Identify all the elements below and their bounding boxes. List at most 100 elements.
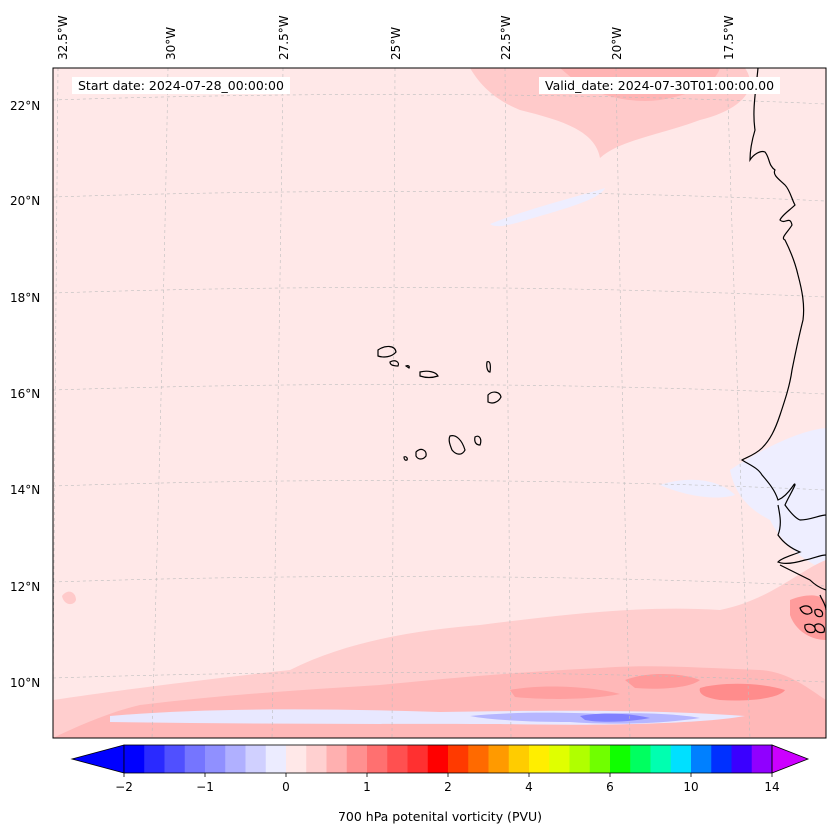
parallel-20n	[52, 191, 827, 202]
graticule	[52, 67, 827, 739]
colorbar-under-arrow	[70, 744, 125, 774]
pv-patch-south-strong3	[510, 686, 620, 699]
pv-patch-south-strong	[699, 683, 785, 701]
colorbar-swatch	[407, 745, 429, 773]
island-santiago	[448, 435, 466, 455]
meridian-25w	[391, 67, 396, 739]
colorbar-swatch	[346, 745, 368, 773]
meridian-30w	[151, 67, 169, 739]
lat-label-12n: 12°N	[10, 580, 41, 594]
colorbar-swatch	[508, 745, 530, 773]
colorbar-swatch	[306, 745, 327, 773]
lat-label-16n: 16°N	[10, 387, 41, 401]
pv-patch-neg-20n	[490, 188, 605, 227]
meridian-27-5w	[271, 67, 284, 739]
parallel-10n	[52, 672, 827, 683]
colorbar-swatch	[387, 745, 408, 773]
lat-label-10n: 10°N	[10, 676, 41, 690]
colorbar-tick-label: −2	[115, 780, 133, 794]
island-sao-nicolau	[419, 370, 439, 379]
pv-patch-coast-red	[790, 595, 826, 640]
lat-label-20n: 20°N	[10, 194, 41, 208]
parallel-16n	[52, 384, 827, 395]
colorbar-tick-label: 1	[363, 780, 371, 794]
colorbar-swatch	[589, 745, 611, 773]
colorbar-tick-label: 0	[282, 780, 290, 794]
colorbar-swatch	[124, 745, 145, 773]
lon-label-30w: 30°W	[164, 26, 178, 60]
meridian-20w	[615, 67, 631, 739]
colorbar-swatch	[427, 745, 449, 773]
parallel-14n	[52, 480, 827, 491]
colorbar-swatch	[610, 745, 631, 773]
island-santa-luzia	[404, 365, 410, 369]
colorbar-swatch	[731, 745, 753, 773]
island-boa-vista	[487, 391, 502, 404]
parallel-22n	[52, 94, 827, 105]
africa-coastline	[740, 67, 827, 521]
island-santo-antao	[377, 345, 397, 358]
lat-label-14n: 14°N	[10, 483, 41, 497]
lon-label-27-5w: 27.5°W	[277, 15, 291, 60]
colorbar-swatch	[265, 745, 287, 773]
island-sao-vicente	[389, 360, 400, 367]
colorbar-swatch	[569, 745, 591, 773]
colorbar-tick-label: 6	[606, 780, 614, 794]
colorbar-swatch	[164, 745, 186, 773]
guinea-bissau-coast	[779, 564, 827, 591]
lon-label-32-5w: 32.5°W	[56, 15, 70, 60]
start-date-label: Start date: 2024-07-28_00:00:00	[72, 77, 290, 94]
meridian-22-5w	[504, 67, 512, 739]
colorbar-swatch	[691, 745, 712, 773]
colorbar-swatch	[225, 745, 246, 773]
pv-patch-south-strong2	[625, 674, 700, 689]
colorbar-swatch	[468, 745, 489, 773]
lon-label-17-5w: 17.5°W	[722, 15, 736, 60]
island-sal	[486, 360, 491, 373]
colorbar-tick-label: 2	[444, 780, 452, 794]
colorbar-over-arrow	[771, 744, 810, 774]
meridian-17-5w	[726, 67, 751, 739]
parallel-18n	[52, 287, 827, 298]
colorbar-swatch	[286, 745, 307, 773]
pv-patch-neg-coast2	[660, 479, 735, 498]
colorbar-swatch	[650, 745, 672, 773]
colorbar-swatch	[711, 745, 732, 773]
colorbar-swatch	[144, 745, 165, 773]
colorbar-swatch	[549, 745, 570, 773]
parallel-12n	[52, 576, 827, 587]
map-panel	[52, 67, 827, 739]
colorbar-swatch	[367, 745, 388, 773]
guinea-islands	[799, 605, 825, 634]
colorbar-swatch	[751, 745, 773, 773]
colorbar-swatch	[630, 745, 651, 773]
colorbar	[70, 744, 810, 777]
pv-patch-neg-bottom-core	[580, 713, 650, 722]
senegal-gambia-coast	[776, 504, 827, 565]
lon-label-22-5w: 22.5°W	[499, 15, 513, 60]
island-brava	[403, 456, 408, 461]
coastlines	[377, 67, 827, 634]
colorbar-swatch	[184, 745, 206, 773]
colorbar-swatch	[488, 745, 510, 773]
lat-label-18n: 18°N	[10, 291, 41, 305]
valid-date-label: Valid_date: 2024-07-30T01:00:00.00	[539, 77, 781, 94]
colorbar-tick-label: 4	[525, 780, 533, 794]
colorbar-tick-label: 10	[683, 780, 699, 794]
colorbar-swatch	[529, 745, 550, 773]
island-fogo	[415, 448, 427, 460]
colorbar-swatch	[448, 745, 469, 773]
colorbar-title: 700 hPa potenital vorticity (PVU)	[337, 809, 543, 824]
map-frame	[52, 67, 827, 739]
colorbar-swatch	[326, 745, 348, 773]
island-maio	[474, 435, 482, 446]
lon-label-25w: 25°W	[389, 26, 403, 60]
colorbar-swatch	[245, 745, 267, 773]
colorbar-tick-label: −1	[196, 780, 214, 794]
lat-label-22n: 22°N	[10, 99, 41, 113]
colorbar-swatch	[670, 745, 692, 773]
lon-label-20w: 20°W	[610, 26, 624, 60]
colorbar-tick-label: 14	[764, 780, 780, 794]
colorbar-swatch	[205, 745, 226, 773]
